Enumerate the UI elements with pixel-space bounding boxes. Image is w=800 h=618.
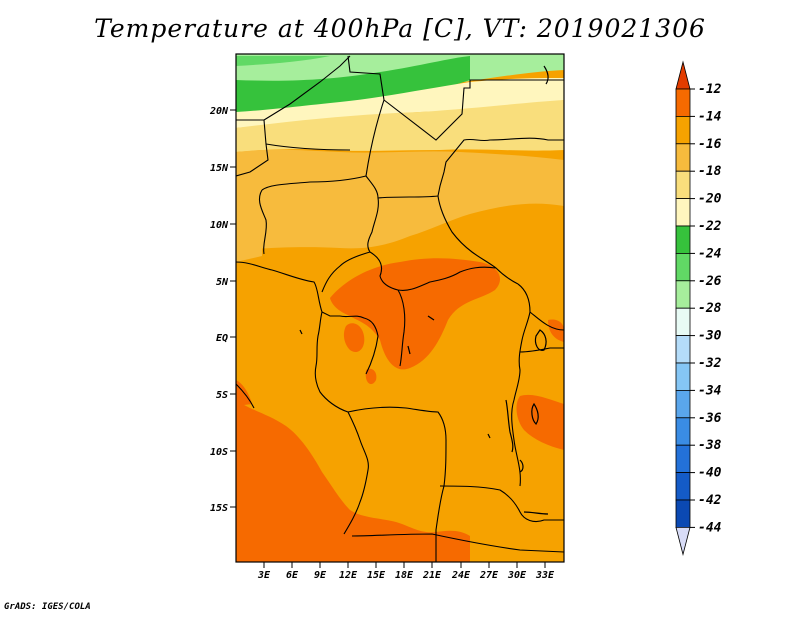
lakes: [299, 65, 549, 515]
colorbar-segment: [675, 170, 691, 199]
lon-label-33e: 33E: [535, 570, 555, 581]
band-yellow: [236, 100, 564, 152]
lon-label-3e: 3E: [257, 570, 271, 581]
colorbar-top-arrow: [675, 60, 691, 90]
patch-southeast-warm: [516, 394, 564, 450]
lon-ticks: [263, 562, 546, 568]
colorbar-label: -12: [698, 82, 722, 97]
latitude-axis: 20N 15N 10N 5N EQ 5S 10S 15S: [209, 106, 236, 514]
colorbar-label: -18: [698, 164, 722, 179]
lat-label-5s: 5S: [216, 390, 228, 401]
colorbar-label: -24: [698, 246, 722, 261]
colorbar-label: -26: [698, 274, 722, 289]
lon-label-30e: 30E: [507, 570, 527, 581]
colorbar-bottom-arrow: [675, 527, 691, 556]
colorbar-label: -38: [698, 438, 722, 453]
colorbar-segment: [675, 198, 691, 227]
patch-south-warm: [236, 400, 470, 562]
colorbar-segment: [675, 280, 691, 309]
colorbar-segment: [675, 417, 691, 446]
colorbar-segment: [675, 362, 691, 391]
lon-label-6e: 6E: [286, 570, 299, 581]
lon-label-15e: 15E: [367, 570, 386, 581]
colorbar-segment: [675, 225, 691, 254]
colorbar-label: -44: [698, 520, 722, 535]
lon-label-21e: 21E: [422, 570, 442, 581]
colorbar-segment: [675, 88, 691, 117]
lat-label-5n: 5N: [216, 277, 229, 288]
colorbar-label: -20: [698, 192, 722, 207]
band-light-orange-2: [236, 236, 262, 262]
colorbar-labels: -12 -14 -16 -18 -20 -22 -24 -26 -28 -30 -32 -34 -36 -…: [690, 82, 722, 535]
colorbar-label: -30: [698, 329, 722, 344]
lat-label-10s: 10S: [210, 447, 228, 458]
colorbar-label: -42: [698, 493, 722, 508]
colorbar-label: -14: [698, 109, 722, 124]
lat-label-20n: 20N: [209, 106, 229, 117]
colorbar-label: -36: [698, 411, 722, 426]
band-light-orange: [236, 149, 564, 250]
lat-ticks: [230, 109, 236, 508]
patch-east-small: [548, 319, 564, 342]
colorbar-segments: [675, 60, 691, 556]
chart-title: Temperature at 400hPa [C], VT: 201902130…: [94, 14, 706, 43]
band-pale-yellow: [236, 78, 564, 128]
lon-label-18e: 18E: [395, 570, 414, 581]
colorbar-label: -28: [698, 301, 722, 316]
grads-credit: GrADS: IGES/COLA: [4, 602, 91, 612]
lat-label-eq: EQ: [216, 333, 228, 344]
colorbar-label: -34: [698, 383, 722, 398]
patch-sw-small: [236, 427, 248, 444]
patch-central-warm: [330, 258, 500, 370]
lon-label-12e: 12E: [339, 570, 358, 581]
colorbar-segment: [675, 116, 691, 145]
country-borders: [236, 55, 564, 562]
longitude-axis: 3E 6E 9E 12E 15E 18E 21E 24E 27E 30E 33E: [257, 562, 555, 581]
colorbar-segment: [675, 472, 691, 501]
colorbar-segment: [675, 389, 691, 419]
patch-central-warm-3: [365, 368, 377, 385]
band-green-top: [236, 56, 330, 66]
colorbar-segment: [675, 143, 691, 172]
lat-label-15s: 15S: [210, 503, 228, 514]
colorbar-segment: [675, 499, 691, 528]
colorbar-segment: [675, 444, 691, 474]
colorbar-segment: [675, 307, 691, 337]
colorbar-segment: [675, 252, 691, 282]
map-plot: [236, 54, 564, 562]
colorbar-label: -40: [698, 466, 722, 481]
lon-label-24e: 24E: [451, 570, 471, 581]
colorbar-label: -32: [698, 356, 722, 371]
lon-label-9e: 9E: [314, 570, 327, 581]
lat-label-15n: 15N: [210, 163, 229, 174]
lon-label-27e: 27E: [479, 570, 499, 581]
map-frame: [235, 53, 565, 563]
colorbar-segment: [675, 335, 691, 364]
patch-central-warm-2: [343, 323, 365, 353]
lat-label-10n: 10N: [210, 220, 229, 231]
colorbar: -12 -14 -16 -18 -20 -22 -24 -26 -28 -30 -32 -34 -36 -…: [675, 60, 722, 556]
colorbar-label: -22: [698, 219, 722, 234]
colorbar-label: -16: [698, 137, 722, 152]
band-green: [236, 56, 470, 112]
